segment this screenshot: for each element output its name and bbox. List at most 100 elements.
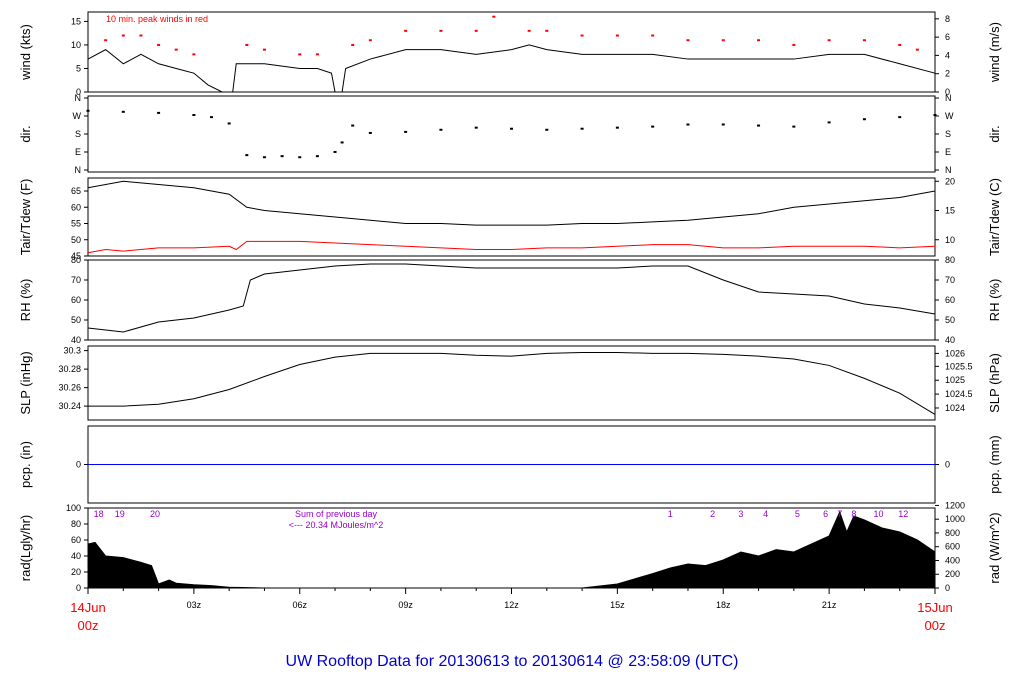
y-tick-label-left: 30.3 [63,346,81,356]
data-point [757,39,761,42]
data-point [368,39,372,42]
y-tick-label-right: 70 [945,275,955,285]
data-point [121,34,125,37]
y-tick-label-left: 60 [71,535,81,545]
y-tick-label-right: S [945,129,951,139]
y-tick-label-right: 1200 [945,500,965,510]
y-tick-label-right: 10 [945,235,955,245]
y-tick-label-right: 1025 [945,375,965,385]
y-tick-label-left: 30.28 [58,364,81,374]
y-tick-label-right: 2 [945,69,950,79]
y-tick-label-left: 30.26 [58,383,81,393]
data-point [721,39,725,42]
x-tick-label: 03z [187,600,202,610]
data-point [615,34,619,37]
y-axis-label-left: pcp. (in) [18,441,33,488]
data-point [545,128,549,131]
y-tick-label-right: 4 [945,50,950,60]
data-point [474,126,478,129]
y-tick-label-left: 60 [71,295,81,305]
x-tick-label: 06z [292,600,307,610]
panel-frame [87,177,936,257]
panel-rh: RH (%) RH (%) 40 50 60 70 80 40 50 60 70 80 [18,255,1002,345]
x-tick-label: 12z [504,600,519,610]
y-tick-label-right: 0 [945,583,950,593]
panel-rad: rad(Lgly/hr) rad (W/m^2)02040608010002004… [18,500,1002,593]
y-tick-label-left: 100 [66,503,81,513]
y-tick-label-left: 55 [71,219,81,229]
data-point [439,128,443,131]
y-tick-label-right: 50 [945,315,955,325]
series-line-1 [87,240,936,254]
data-point [280,155,284,158]
data-point [492,15,496,18]
sun-hour-label: 4 [763,509,768,519]
y-tick-label-right: E [945,147,951,157]
sun-hour-label: 3 [738,509,743,519]
data-point [157,43,161,46]
y-axis-label-right: pcp. (mm) [987,435,1002,494]
y-tick-label-right: 1026 [945,348,965,358]
data-point [580,34,584,37]
y-tick-label-left: 50 [71,315,81,325]
data-point [827,39,831,42]
data-point [245,43,249,46]
y-tick-label-right: W [945,111,954,121]
y-tick-label-left: 60 [71,202,81,212]
data-point [686,123,690,126]
y-tick-label-left: 15 [71,16,81,26]
y-tick-label-right: 1024 [945,403,965,413]
y-axis-label-right: dir. [987,125,1002,142]
data-point [580,127,584,130]
y-axis-label-right: RH (%) [987,279,1002,322]
series-line-0 [87,44,936,93]
series-line-0 [87,180,936,226]
data-point [757,124,761,127]
sun-hour-label: 1 [668,509,673,519]
y-axis-label-left: Tair/Tdew (F) [18,179,33,256]
data-point [792,43,796,46]
data-point [862,39,866,42]
y-tick-label-left: 40 [71,335,81,345]
data-point [862,118,866,121]
panel-frame [87,95,936,173]
panel-frame [87,259,936,341]
data-point [898,43,902,46]
data-point [527,29,531,32]
y-tick-label-right: 200 [945,569,960,579]
data-point [351,43,355,46]
peak-winds-annotation: 10 min. peak winds in red [106,14,208,24]
panel-frame [87,345,936,421]
y-tick-label-left: 20 [71,567,81,577]
panel-dir: dir. dir.N NE ES SW WN N [18,93,1002,175]
y-tick-label-left: 10 [71,40,81,50]
y-axis-label-left: dir. [18,125,33,142]
y-tick-label-left: 65 [71,186,81,196]
data-point [474,29,478,32]
start-time-label: 00z [78,618,99,633]
data-point [404,29,408,32]
sun-hour-label: 12 [898,509,908,519]
end-time-label: 00z [925,618,946,633]
data-point [933,114,937,116]
x-tick-label: 09z [398,600,413,610]
y-tick-label-right: 800 [945,528,960,538]
sun-hour-label: 5 [795,509,800,519]
y-tick-label-right: 1025.5 [945,361,973,371]
y-axis-label-right: rad (W/m^2) [987,512,1002,583]
data-point [368,131,372,134]
radiation-sum-label: Sum of previous day [295,509,378,519]
y-tick-label-right: 6 [945,32,950,42]
y-tick-label-right: 60 [945,295,955,305]
y-tick-label-left: 50 [71,235,81,245]
series-line-0 [87,263,936,333]
data-point [210,116,214,119]
data-point [121,110,125,113]
data-point [439,29,443,32]
sun-hour-label: 18 [94,509,104,519]
data-point [915,48,919,51]
panel-pcp: pcp. (in) pcp. (mm) 0 0 [18,425,1002,504]
start-date-label: 14Jun [70,600,105,615]
data-point [157,111,161,114]
